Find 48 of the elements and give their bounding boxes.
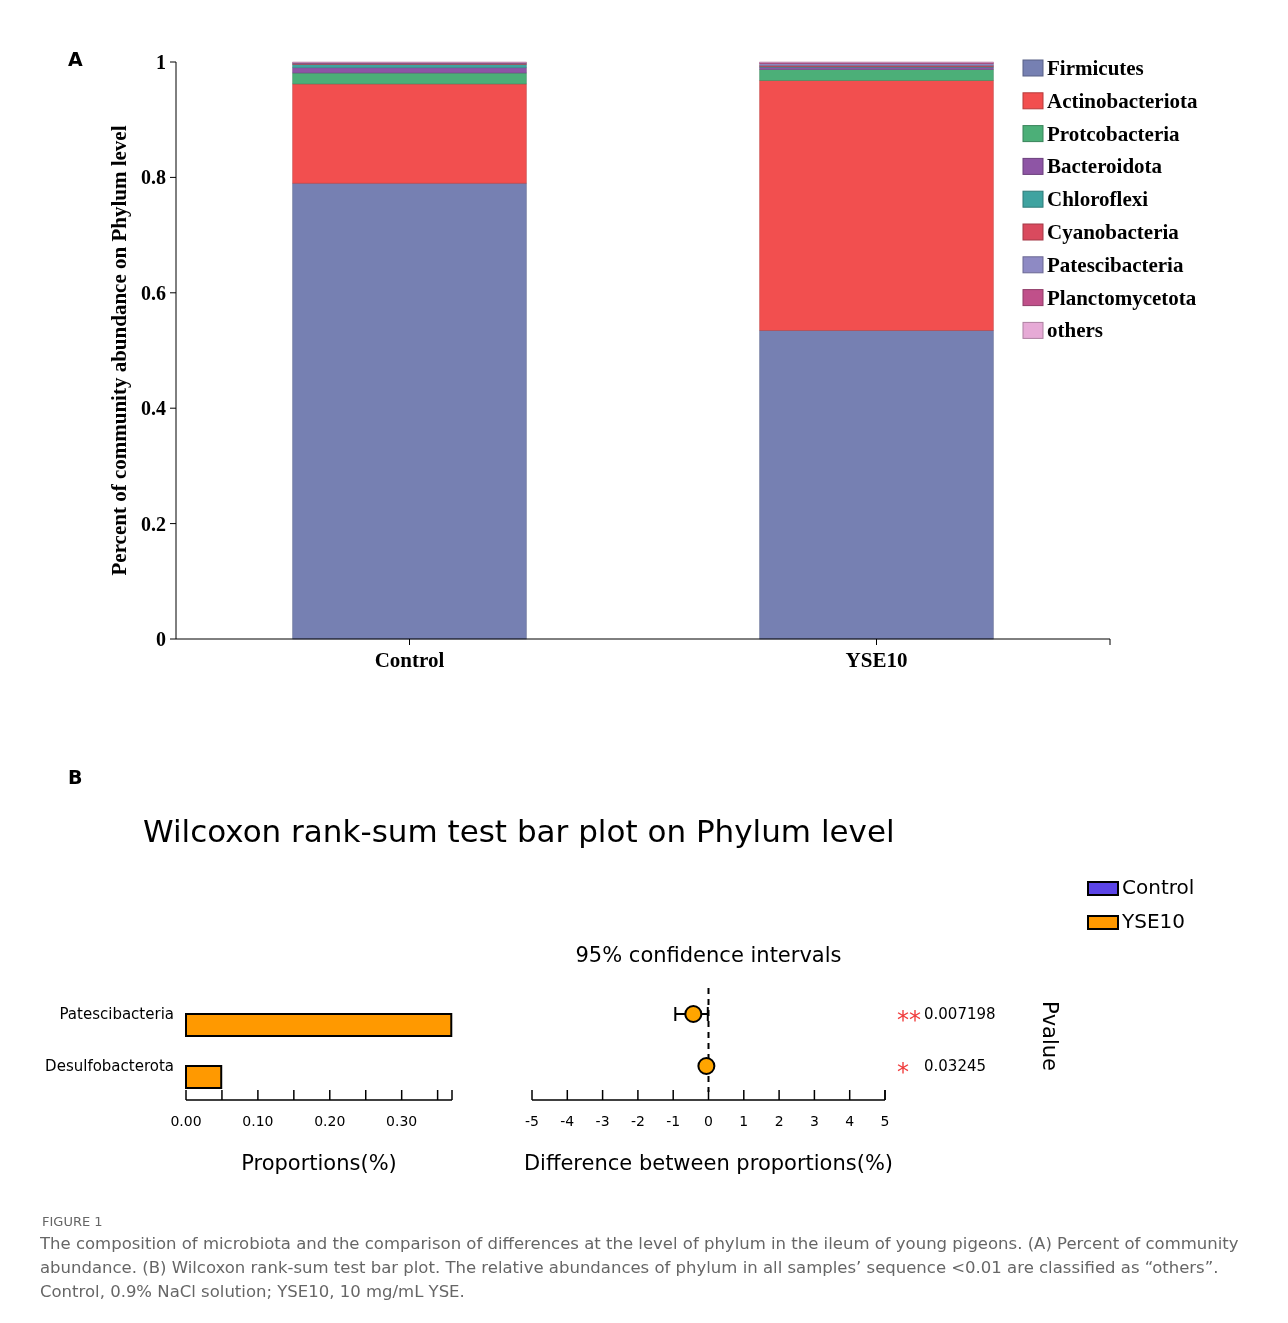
y-tick-label: 0.2 xyxy=(141,512,166,535)
legend-label: Firmicutes xyxy=(1047,56,1144,80)
x-tick-label: -3 xyxy=(595,1113,610,1129)
text: The composition of microbiota and the comparison of differences at the level of phylum in the ileum of young pigeons. (A) Percent of community abundance. (B) Wilcoxon rank-sum test bar plot. The relative abundances of phylum in all samples’ sequence <0.01 are classified as “others”. Control, 0.9% NaCl solution; YSE10, 10 mg/mL YSE. xyxy=(40,1233,1240,1303)
y-tick-label: Patescibacteria xyxy=(59,1005,174,1024)
legend-label: Control xyxy=(1122,875,1195,899)
y-tick-label: 1 xyxy=(156,51,166,73)
chart-title: 95% confidence intervals xyxy=(575,943,842,967)
y2-axis-title: Pvalue xyxy=(1038,1000,1062,1072)
y-tick-label: 0.4 xyxy=(141,397,166,420)
legend-label: Chloroflexi xyxy=(1047,187,1149,212)
x-tick-label: 0.30 xyxy=(386,1113,418,1129)
text: * xyxy=(897,1058,909,1087)
text: A xyxy=(68,48,83,70)
x-tick-label: 1 xyxy=(739,1113,749,1129)
y-tick-label: 0.6 xyxy=(141,281,166,304)
legend-label: YSE10 xyxy=(1121,909,1185,933)
legend-label: Protcobacteria xyxy=(1047,121,1181,146)
legend-label: Cyanobacteria xyxy=(1047,220,1180,244)
text: 0.007198 xyxy=(924,1005,996,1024)
caption: FIGURE 1 xyxy=(42,1214,103,1229)
y-axis-title: Percent of community abundance on Phylum level xyxy=(107,125,131,576)
legend-label: others xyxy=(1047,318,1103,343)
x-tick-label: -2 xyxy=(630,1113,645,1129)
x-tick-label: 2 xyxy=(774,1113,784,1129)
x-tick-label: 0.00 xyxy=(170,1113,202,1129)
x-tick-label: -5 xyxy=(525,1113,539,1129)
legend-label: Patescibacteria xyxy=(1047,252,1184,277)
text: Wilcoxon rank-sum test bar plot on Phylum level xyxy=(143,813,895,849)
x-tick-label: 4 xyxy=(845,1113,855,1129)
text: ** xyxy=(897,1006,921,1035)
x-tick-label: 0.10 xyxy=(242,1113,274,1129)
x-tick-label: 5 xyxy=(880,1113,890,1129)
x-tick-label: 0.20 xyxy=(314,1113,346,1129)
y-tick-label: 0.8 xyxy=(141,166,166,189)
y-tick-label: 0 xyxy=(156,628,166,650)
text: 0.03245 xyxy=(924,1057,987,1076)
x-tick-label: 0 xyxy=(704,1113,713,1129)
x-tick-label: 3 xyxy=(809,1113,819,1129)
legend-label: Actinobacteriota xyxy=(1047,88,1198,113)
x-tick-label: -4 xyxy=(560,1113,575,1129)
x-tick-label: -1 xyxy=(666,1113,681,1129)
legend-label: Planctomycetota xyxy=(1047,285,1197,310)
text: B xyxy=(68,766,83,788)
x-axis-title: Difference between proportions(%) xyxy=(523,1151,894,1175)
x-axis-title: Proportions(%) xyxy=(241,1151,397,1175)
y-tick-label: Desulfobacterota xyxy=(45,1057,174,1076)
legend-label: Bacteroidota xyxy=(1047,154,1163,179)
